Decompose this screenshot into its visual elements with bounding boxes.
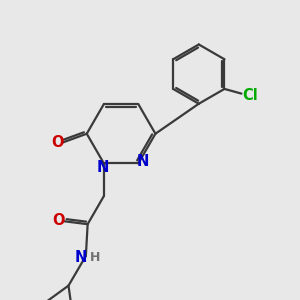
Text: H: H bbox=[90, 251, 100, 264]
Text: Cl: Cl bbox=[242, 88, 258, 103]
Text: N: N bbox=[97, 160, 109, 175]
Text: O: O bbox=[52, 135, 64, 150]
Text: O: O bbox=[52, 213, 64, 228]
Text: N: N bbox=[75, 250, 87, 265]
Text: N: N bbox=[136, 154, 149, 169]
